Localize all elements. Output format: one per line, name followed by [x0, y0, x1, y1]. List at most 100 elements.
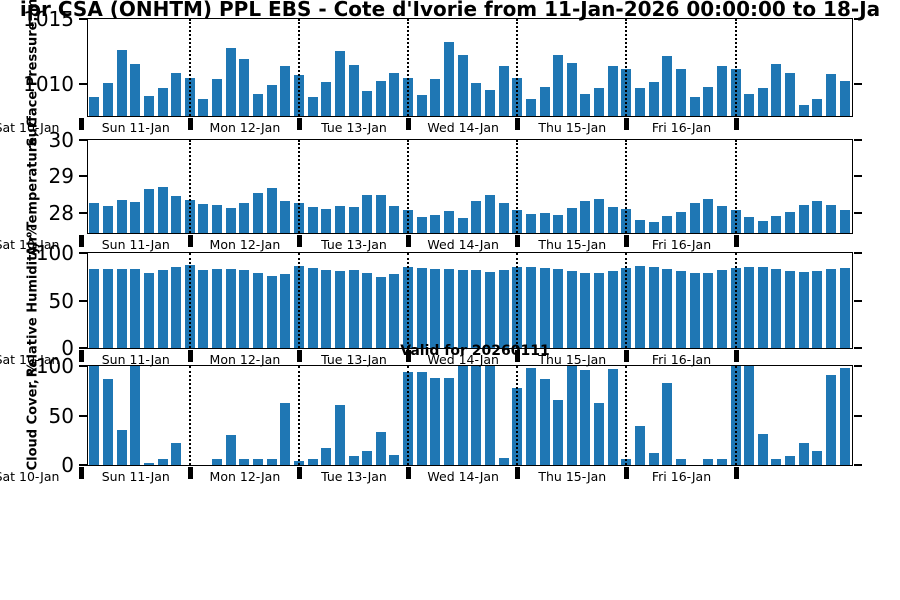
bar	[143, 188, 154, 233]
y-tick	[853, 252, 862, 254]
x-tick	[733, 118, 739, 130]
bar	[471, 365, 482, 465]
bar	[812, 201, 823, 233]
day-gridline	[188, 252, 191, 348]
day-gridline	[298, 139, 300, 233]
x-tick	[78, 118, 84, 130]
day-label: Mon 12-Jan	[209, 237, 281, 252]
y-tick	[853, 347, 862, 349]
bar	[607, 270, 618, 348]
bar	[239, 458, 250, 465]
bar	[253, 273, 264, 348]
bar	[471, 269, 482, 348]
bar	[498, 66, 509, 116]
day-gridline	[516, 139, 519, 233]
day-gridline	[625, 139, 628, 233]
plot-area-relative-humidity	[86, 251, 853, 349]
bar	[116, 268, 127, 348]
bar	[430, 378, 441, 465]
bar	[675, 458, 686, 465]
bar	[457, 365, 468, 465]
bar	[839, 209, 850, 233]
bar	[89, 365, 100, 465]
bar	[607, 368, 618, 465]
bar	[826, 74, 837, 116]
x-tick	[624, 118, 630, 130]
bar	[416, 216, 427, 233]
bar	[212, 458, 223, 465]
x-tick	[296, 467, 302, 479]
y-tick-label: 100	[35, 241, 74, 265]
bar	[334, 206, 345, 233]
day-gridline	[734, 365, 737, 465]
y-tick-label: 1010	[23, 71, 74, 96]
bar	[239, 58, 250, 116]
bar	[307, 267, 318, 348]
x-tick	[406, 235, 412, 247]
bar	[525, 98, 536, 116]
day-gridline	[407, 139, 410, 233]
bar	[130, 268, 141, 348]
bar	[280, 274, 291, 348]
y-tick	[853, 175, 862, 178]
bar	[812, 450, 823, 465]
bar	[362, 450, 373, 465]
bar	[130, 63, 141, 116]
bar	[553, 400, 564, 465]
bar	[102, 206, 113, 233]
bar	[839, 80, 850, 116]
x-tick	[78, 235, 84, 247]
bar	[362, 90, 373, 116]
bar	[662, 216, 673, 233]
bar	[539, 212, 550, 233]
bar	[444, 378, 455, 465]
y-tick	[78, 365, 87, 367]
day-label: Thu 15-Jan	[538, 352, 607, 367]
bar	[785, 455, 796, 465]
bar	[566, 270, 577, 348]
bar	[635, 425, 646, 465]
bar	[430, 79, 441, 116]
day-label: Mon 12-Jan	[209, 469, 281, 484]
bar	[157, 269, 168, 348]
bar	[662, 383, 673, 465]
x-tick	[406, 467, 412, 479]
y-tick	[853, 464, 862, 466]
bar	[375, 277, 386, 348]
day-gridline	[298, 252, 300, 348]
y-tick	[853, 82, 862, 85]
chart-title: ipr CSA (ONHTM) PPL EBS - Cote d'Ivorie …	[19, 0, 881, 21]
bar	[348, 455, 359, 465]
bar	[307, 207, 318, 233]
day-gridline	[188, 139, 191, 233]
day-label: Tue 13-Jan	[321, 120, 387, 135]
bar	[798, 205, 809, 233]
bar	[580, 369, 591, 465]
bar	[553, 268, 564, 348]
bar	[785, 72, 796, 116]
day-label: Wed 14-Jan	[427, 352, 499, 367]
bar	[212, 79, 223, 116]
x-left-label: Sat 10-Jan	[0, 352, 60, 367]
bar	[130, 365, 141, 465]
bar	[484, 89, 495, 116]
day-label: Thu 15-Jan	[538, 237, 607, 252]
y-tick	[853, 211, 862, 214]
bar	[389, 454, 400, 465]
bar	[484, 365, 495, 465]
plot-area-air-temperature	[86, 138, 853, 234]
day-gridline	[298, 365, 300, 465]
day-label: Fri 16-Jan	[651, 352, 712, 367]
y-tick	[78, 414, 87, 417]
y-tick	[78, 82, 87, 85]
bar	[566, 208, 577, 233]
y-tick	[78, 175, 87, 178]
day-label: Fri 16-Jan	[651, 120, 712, 135]
bar	[253, 93, 264, 116]
bar	[143, 272, 154, 348]
bar	[635, 265, 646, 348]
bar	[307, 97, 318, 116]
bar	[348, 207, 359, 233]
bar	[280, 66, 291, 116]
x-tick	[406, 350, 412, 362]
